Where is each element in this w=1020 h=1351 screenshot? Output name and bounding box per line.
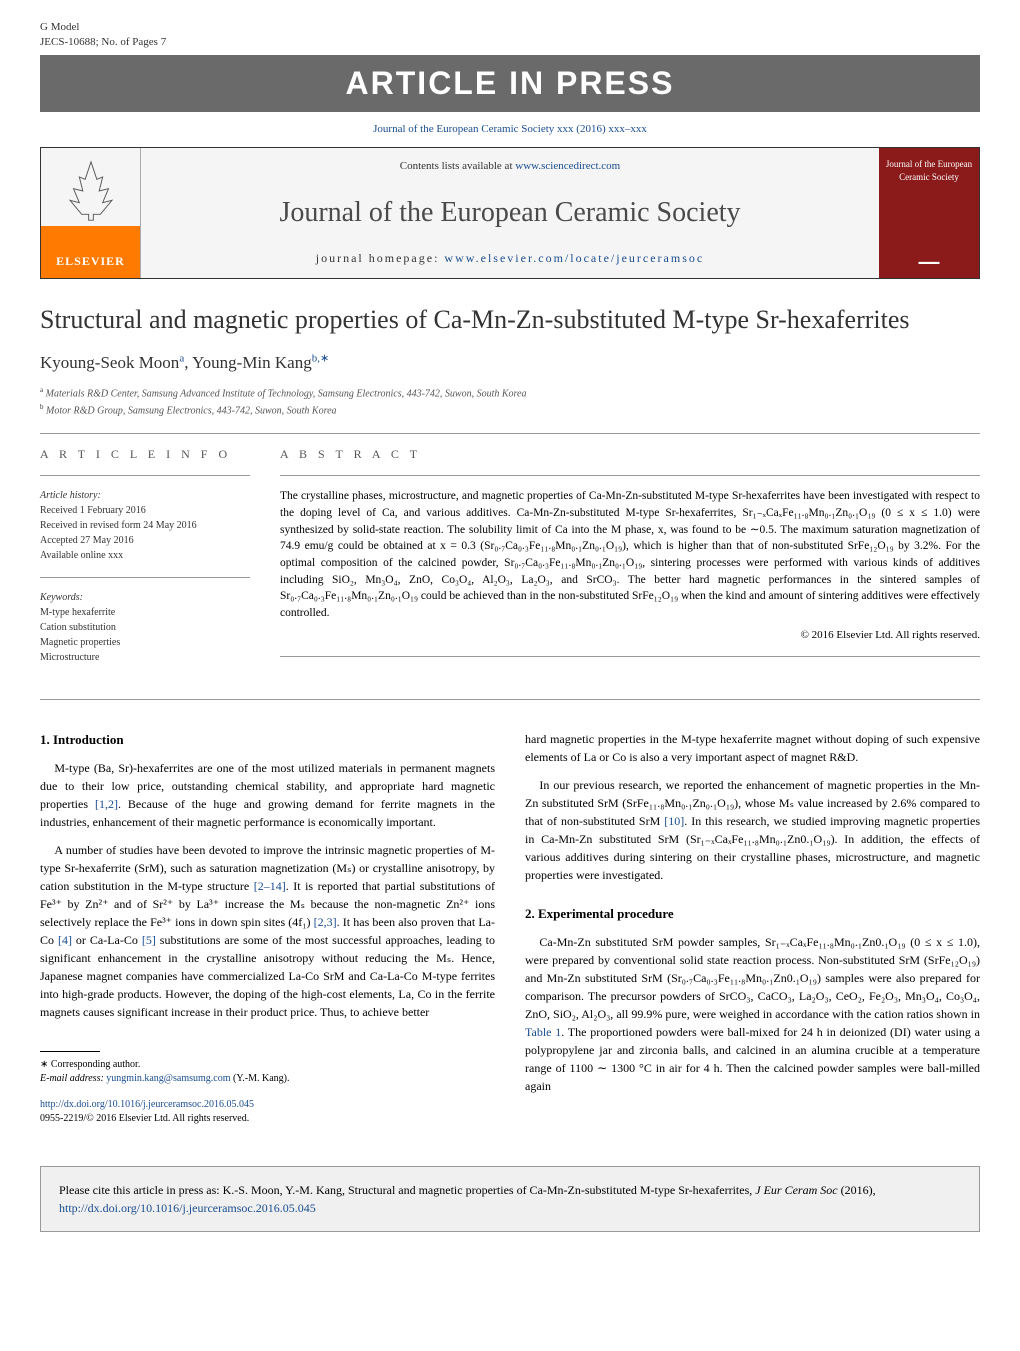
divider (280, 656, 980, 657)
email-line: E-mail address: yungmin.kang@samsumg.com… (40, 1072, 495, 1086)
author-1: Kyoung-Seok Moon (40, 353, 179, 372)
footnote-separator (40, 1051, 100, 1052)
cite-2-3[interactable]: [2,3] (314, 915, 337, 929)
corresponding-author-note: ∗ Corresponding author. E-mail address: … (40, 1058, 495, 1086)
cite-1-2[interactable]: [1,2] (95, 797, 118, 811)
homepage-link[interactable]: www.elsevier.com/locate/jeurceramsoc (444, 251, 704, 265)
doi-link[interactable]: http://dx.doi.org/10.1016/j.jeurceramsoc… (40, 1099, 254, 1110)
intro-paragraph-2: A number of studies have been devoted to… (40, 841, 495, 1021)
affiliation-b: b Motor R&D Group, Samsung Electronics, … (40, 402, 980, 418)
cite-5[interactable]: [5] (142, 933, 156, 947)
corresponding-label: ∗ Corresponding author. (40, 1058, 495, 1072)
cite-2-14[interactable]: [2–14] (254, 879, 286, 893)
author-2-affil: b,∗ (312, 353, 329, 365)
keyword-3: Magnetic properties (40, 637, 120, 648)
homepage-prefix: journal homepage: (316, 251, 445, 265)
divider (40, 433, 980, 434)
email-tail: (Y.-M. Kang). (231, 1073, 290, 1084)
citation-box: Please cite this article in press as: K.… (40, 1166, 980, 1232)
citation-text-c: (2016), (838, 1183, 876, 1197)
revised: Received in revised form 24 May 2016 (40, 520, 197, 531)
intro-paragraph-1: M-type (Ba, Sr)-hexaferrites are one of … (40, 759, 495, 831)
cover-title: Journal of the European Ceramic Society (884, 158, 974, 183)
citation-doi-link[interactable]: http://dx.doi.org/10.1016/j.jeurceramsoc… (59, 1201, 316, 1215)
abstract-text: The crystalline phases, microstructure, … (280, 488, 980, 621)
journal-ref-link[interactable]: Journal of the European Ceramic Society … (373, 123, 647, 135)
divider (40, 577, 250, 578)
abstract-heading: A B S T R A C T (280, 446, 980, 463)
top-header: G Model JECS-10688; No. of Pages 7 (40, 20, 980, 59)
column-right: hard magnetic properties in the M-type h… (525, 730, 980, 1127)
article-history: Article history: Received 1 February 201… (40, 488, 250, 563)
email-link[interactable]: yungmin.kang@samsumg.com (106, 1073, 230, 1084)
press-banner: ARTICLE IN PRESS (40, 55, 980, 112)
paper-id: JECS-10688; No. of Pages 7 (40, 35, 166, 50)
gmodel-label: G Model (40, 20, 166, 35)
keyword-1: M-type hexaferrite (40, 607, 115, 618)
body-columns: 1. Introduction M-type (Ba, Sr)-hexaferr… (40, 730, 980, 1127)
contents-prefix: Contents lists available at (400, 160, 515, 172)
sciencedirect-link[interactable]: www.sciencedirect.com (515, 160, 620, 172)
journal-title: Journal of the European Ceramic Society (151, 193, 869, 232)
cover-icon: ▬▬▬ (884, 258, 974, 268)
doi-block: http://dx.doi.org/10.1016/j.jeurceramsoc… (40, 1098, 495, 1126)
email-label: E-mail address: (40, 1073, 106, 1084)
article-info-heading: A R T I C L E I N F O (40, 446, 250, 463)
journal-header: ELSEVIER Contents lists available at www… (40, 147, 980, 279)
journal-center: Contents lists available at www.scienced… (141, 149, 879, 276)
column-left: 1. Introduction M-type (Ba, Sr)-hexaferr… (40, 730, 495, 1127)
journal-cover: Journal of the European Ceramic Society … (879, 148, 979, 278)
authors: Kyoung-Seok Moona, Young-Min Kangb,∗ (40, 351, 980, 375)
divider (40, 699, 980, 700)
contents-list: Contents lists available at www.scienced… (151, 159, 869, 174)
copyright: © 2016 Elsevier Ltd. All rights reserved… (280, 628, 980, 644)
author-1-affil: a (179, 353, 184, 365)
history-label: Article history: (40, 490, 101, 501)
elsevier-name: ELSEVIER (56, 253, 125, 270)
gmodel-block: G Model JECS-10688; No. of Pages 7 (40, 20, 166, 51)
abstract: A B S T R A C T The crystalline phases, … (280, 446, 980, 679)
citation-text-a: Please cite this article in press as: K.… (59, 1183, 755, 1197)
accepted: Accepted 27 May 2016 (40, 535, 134, 546)
journal-reference: Journal of the European Ceramic Society … (40, 112, 980, 147)
experimental-paragraph-1: Ca-Mn-Zn substituted SrM powder samples,… (525, 933, 980, 1095)
issn-line: 0955-2219/© 2016 Elsevier Ltd. All right… (40, 1113, 249, 1124)
table-1-ref[interactable]: Table 1 (525, 1025, 561, 1039)
author-2: Young-Min Kang (192, 353, 312, 372)
article-title: Structural and magnetic properties of Ca… (40, 304, 980, 337)
intro-heading: 1. Introduction (40, 730, 495, 750)
available: Available online xxx (40, 550, 123, 561)
affiliations: a Materials R&D Center, Samsung Advanced… (40, 385, 980, 418)
keyword-2: Cation substitution (40, 622, 116, 633)
received: Received 1 February 2016 (40, 505, 146, 516)
article-info: A R T I C L E I N F O Article history: R… (40, 446, 250, 679)
keywords-label: Keywords: (40, 592, 83, 603)
info-abstract-row: A R T I C L E I N F O Article history: R… (40, 446, 980, 679)
affiliation-a: a Materials R&D Center, Samsung Advanced… (40, 385, 980, 401)
journal-homepage: journal homepage: www.elsevier.com/locat… (151, 250, 869, 267)
keyword-4: Microstructure (40, 652, 99, 663)
col2-paragraph-1: hard magnetic properties in the M-type h… (525, 730, 980, 766)
cite-4[interactable]: [4] (58, 933, 72, 947)
experimental-heading: 2. Experimental procedure (525, 904, 980, 924)
divider (280, 475, 980, 476)
citation-journal: J Eur Ceram Soc (755, 1183, 837, 1197)
keywords: Keywords: M-type hexaferrite Cation subs… (40, 590, 250, 665)
elsevier-logo: ELSEVIER (41, 148, 141, 278)
elsevier-tree-icon (56, 156, 126, 226)
col2-paragraph-2: In our previous research, we reported th… (525, 776, 980, 884)
cite-10[interactable]: [10] (664, 814, 684, 828)
divider (40, 475, 250, 476)
